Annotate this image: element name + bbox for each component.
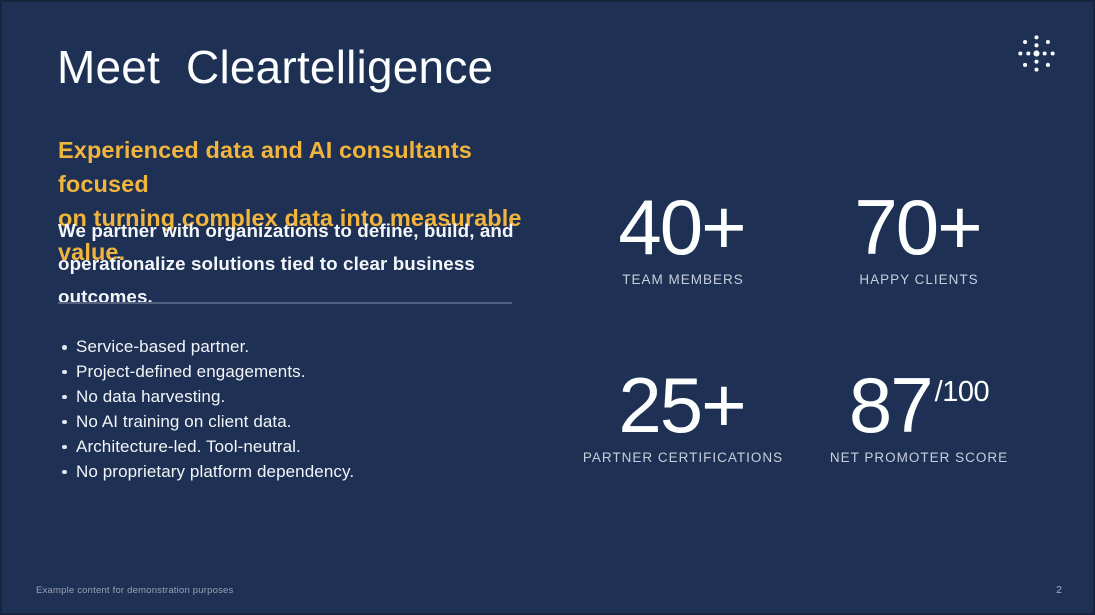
stat-label: NET PROMOTER SCORE: [829, 450, 1009, 465]
body-line-1: We partner with organizations to define,…: [58, 220, 514, 241]
stat-number: 87: [848, 361, 934, 449]
bullet-item: Project-defined engagements.: [58, 360, 538, 385]
page-number: 2: [1056, 584, 1062, 596]
stat-happy-clients: 70+ HAPPY CLIENTS: [854, 175, 983, 287]
stat-label: TEAM MEMBERS: [622, 272, 744, 287]
stat-value: 70+: [854, 175, 983, 266]
stat-number: 70+: [854, 183, 982, 271]
bullet-item: No proprietary platform dependency.: [58, 460, 538, 485]
stat-value: 25+: [583, 353, 783, 444]
bullet-item: Service-based partner.: [58, 335, 538, 360]
footer-disclaimer: Example content for demonstration purpos…: [36, 585, 234, 596]
subtitle-lede: Experienced data and AI consultants focu…: [58, 133, 558, 269]
bullet-item: No data harvesting.: [58, 385, 538, 410]
stat-number: 25+: [618, 361, 746, 449]
stat-suffix: /100: [934, 376, 990, 408]
body-paragraph: We partner with organizations to define,…: [58, 214, 568, 313]
body-line-2: operationalize solutions tied to clear b…: [58, 253, 475, 307]
stat-value: 40+: [618, 175, 747, 266]
subtitle-line-1: Experienced data and AI consultants focu…: [58, 137, 472, 197]
stat-label: HAPPY CLIENTS: [859, 272, 979, 287]
stat-label: PARTNER CERTIFICATIONS: [582, 450, 784, 465]
stat-net-promoter-score: 87/100 NET PROMOTER SCORE: [830, 353, 1008, 465]
stat-team-members: 40+ TEAM MEMBERS: [618, 175, 747, 287]
bullet-list: Service-based partner. Project-defined e…: [58, 335, 538, 484]
stat-number: 40+: [618, 183, 746, 271]
dot-burst-logo-icon: [1018, 35, 1055, 72]
stat-value: 87/100: [830, 353, 1008, 444]
subtitle-line-2: on turning complex data into measurable …: [58, 205, 522, 265]
bullet-item: Architecture-led. Tool-neutral.: [58, 435, 538, 460]
page-title: Meet Cleartelligence: [57, 41, 494, 93]
divider: [58, 302, 512, 304]
stat-partner-certifications: 25+ PARTNER CERTIFICATIONS: [583, 353, 783, 465]
bullet-item: No AI training on client data.: [58, 410, 538, 435]
